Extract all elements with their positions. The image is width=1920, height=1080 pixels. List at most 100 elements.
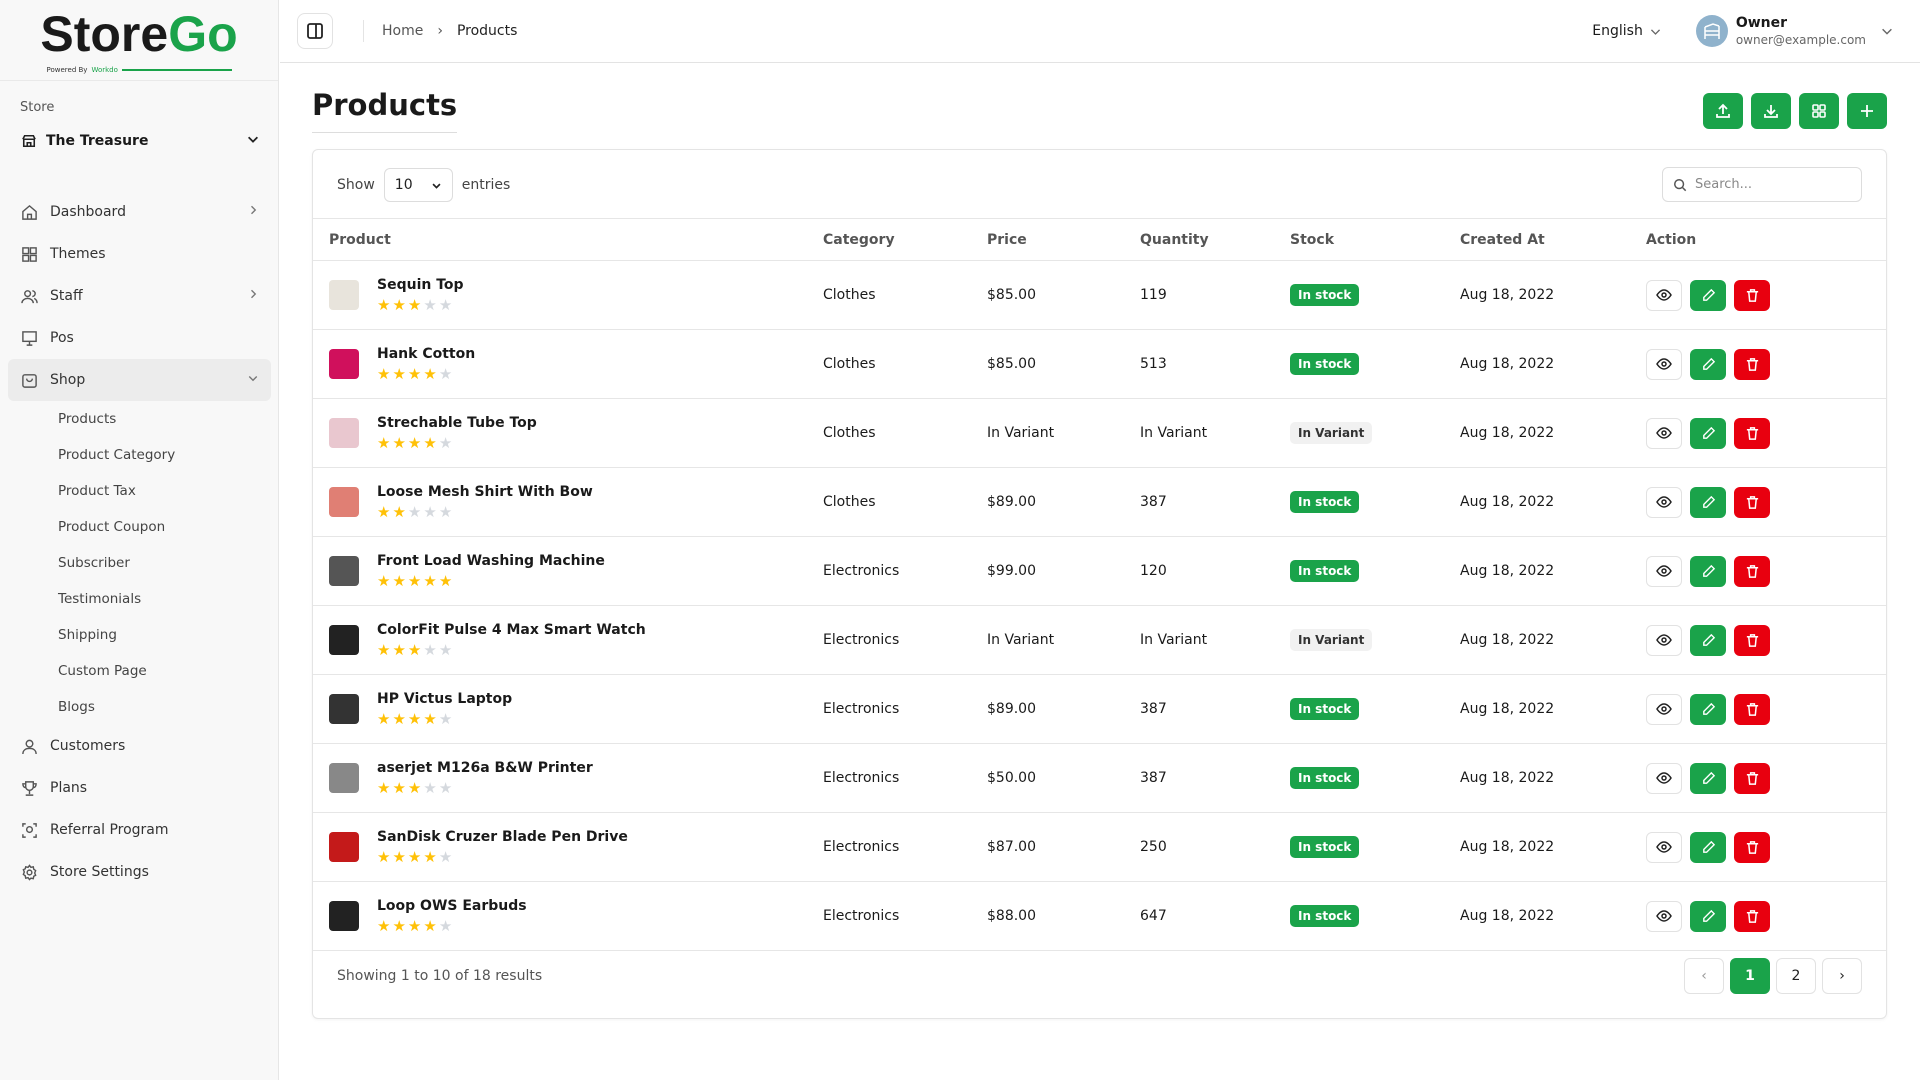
sidebar-subitem-product-tax[interactable]: Product Tax: [58, 483, 136, 499]
product-category: Clothes: [823, 356, 876, 372]
next-page-button[interactable]: ›: [1822, 958, 1862, 994]
column-header-category[interactable]: Category: [823, 231, 895, 248]
avatar[interactable]: [1695, 15, 1728, 47]
product-name[interactable]: Loose Mesh Shirt With Bow: [377, 483, 593, 500]
sidebar-item-plans[interactable]: Plans: [8, 767, 271, 809]
page-2-button[interactable]: 2: [1776, 958, 1816, 994]
edit-button[interactable]: [1690, 762, 1726, 794]
product-name[interactable]: ColorFit Pulse 4 Max Smart Watch: [377, 621, 646, 638]
view-button[interactable]: [1646, 486, 1682, 518]
delete-button[interactable]: [1734, 624, 1770, 656]
language-selector[interactable]: English: [1592, 23, 1662, 39]
sidebar-item-pos[interactable]: Pos: [8, 317, 271, 359]
star-icon: ★: [423, 364, 439, 383]
grid-view-button[interactable]: [1799, 93, 1839, 129]
product-name[interactable]: HP Victus Laptop: [377, 690, 513, 707]
delete-button[interactable]: [1734, 486, 1770, 518]
table-row: Hank Cotton ★★★★★ Clothes $85.00 513 In s…: [313, 330, 1886, 399]
product-rating: ★★★★★: [377, 848, 628, 867]
delete-button[interactable]: [1734, 555, 1770, 587]
star-icon: ★: [438, 709, 455, 728]
product-name[interactable]: Sequin Top: [377, 276, 464, 293]
product-category: Electronics: [823, 701, 900, 717]
product-quantity: In Variant: [1140, 632, 1208, 648]
page-size-select[interactable]: 10: [383, 168, 453, 202]
sidebar-item-staff[interactable]: Staff: [8, 275, 271, 317]
column-header-quantity[interactable]: Quantity: [1140, 231, 1209, 248]
delete-button[interactable]: [1734, 900, 1770, 932]
sidebar-item-store-settings[interactable]: Store Settings: [8, 851, 271, 893]
view-button[interactable]: [1646, 348, 1682, 380]
column-header-price[interactable]: Price: [987, 231, 1027, 248]
product-price: In Variant: [987, 632, 1055, 648]
sidebar-item-referral-program[interactable]: Referral Program: [8, 809, 271, 851]
user-menu[interactable]: Owner owner@example.com: [1736, 14, 1866, 48]
view-button[interactable]: [1646, 417, 1682, 449]
sidebar-subitem-custom-page[interactable]: Custom Page: [58, 663, 147, 679]
sidebar-subitem-blogs[interactable]: Blogs: [58, 699, 95, 715]
created-at: Aug 18, 2022: [1460, 494, 1555, 510]
delete-button[interactable]: [1734, 348, 1770, 380]
star-icon: ★: [407, 433, 424, 452]
import-button[interactable]: [1751, 93, 1791, 129]
delete-button[interactable]: [1734, 417, 1770, 449]
edit-button[interactable]: [1690, 624, 1726, 656]
stock-badge: In stock: [1290, 491, 1360, 513]
product-name[interactable]: aserjet M126a B&W Printer: [377, 759, 593, 776]
edit-button[interactable]: [1690, 693, 1726, 725]
store-selector[interactable]: The Treasure: [20, 132, 260, 150]
table-row: Sequin Top ★★★★★ Clothes $85.00 119 In st…: [313, 261, 1886, 330]
sidebar-subitem-product-category[interactable]: Product Category: [58, 447, 176, 463]
product-name[interactable]: Front Load Washing Machine: [377, 552, 605, 569]
view-button[interactable]: [1646, 555, 1682, 587]
sidebar-item-customers[interactable]: Customers: [8, 725, 271, 767]
sidebar-subitem-shipping[interactable]: Shipping: [58, 627, 117, 643]
add-product-button[interactable]: [1847, 93, 1887, 129]
delete-button[interactable]: [1734, 693, 1770, 725]
view-button[interactable]: [1646, 693, 1682, 725]
view-button[interactable]: [1646, 762, 1682, 794]
view-button[interactable]: [1646, 831, 1682, 863]
delete-button[interactable]: [1734, 831, 1770, 863]
page-1-button[interactable]: 1: [1730, 958, 1770, 994]
sidebar-item-label: Themes: [50, 246, 106, 262]
storego-logo[interactable]: StoreGo Powered By Workdo: [0, 0, 278, 81]
product-name[interactable]: SanDisk Cruzer Blade Pen Drive: [377, 828, 628, 845]
view-button[interactable]: [1646, 900, 1682, 932]
product-quantity: 120: [1140, 563, 1167, 579]
edit-button[interactable]: [1690, 279, 1726, 311]
view-button[interactable]: [1646, 279, 1682, 311]
edit-button[interactable]: [1690, 486, 1726, 518]
column-header-created-at[interactable]: Created At: [1460, 231, 1545, 248]
edit-button[interactable]: [1690, 831, 1726, 863]
edit-button[interactable]: [1690, 555, 1726, 587]
sidebar-subitem-products[interactable]: Products: [58, 411, 117, 427]
product-name[interactable]: Strechable Tube Top: [377, 414, 537, 431]
breadcrumb-home[interactable]: Home: [382, 23, 424, 39]
star-icon: ★: [423, 571, 439, 590]
edit-button[interactable]: [1690, 900, 1726, 932]
sidebar-toggle-button[interactable]: [297, 13, 333, 49]
search-input[interactable]: Search...: [1662, 167, 1862, 202]
star-icon: ★: [392, 571, 408, 590]
edit-button[interactable]: [1690, 348, 1726, 380]
view-button[interactable]: [1646, 624, 1682, 656]
sidebar-subitem-subscriber[interactable]: Subscriber: [58, 555, 130, 571]
sidebar-subitem-product-coupon[interactable]: Product Coupon: [58, 519, 166, 535]
sidebar-item-dashboard[interactable]: Dashboard: [8, 191, 271, 233]
chevron-down-icon[interactable]: [1880, 24, 1894, 38]
prev-page-button[interactable]: ‹: [1684, 958, 1724, 994]
delete-button[interactable]: [1734, 279, 1770, 311]
product-name[interactable]: Hank Cotton: [377, 345, 476, 362]
export-button[interactable]: [1703, 93, 1743, 129]
sidebar-subitem-testimonials[interactable]: Testimonials: [58, 591, 142, 607]
sidebar-item-themes[interactable]: Themes: [8, 233, 271, 275]
sidebar-item-shop[interactable]: Shop: [8, 359, 271, 401]
delete-button[interactable]: [1734, 762, 1770, 794]
column-header-stock[interactable]: Stock: [1290, 231, 1335, 248]
product-name[interactable]: Loop OWS Earbuds: [377, 897, 527, 914]
column-header-product[interactable]: Product: [329, 231, 391, 248]
edit-button[interactable]: [1690, 417, 1726, 449]
monitor-icon: [20, 329, 38, 347]
shop-icon: [20, 371, 38, 389]
